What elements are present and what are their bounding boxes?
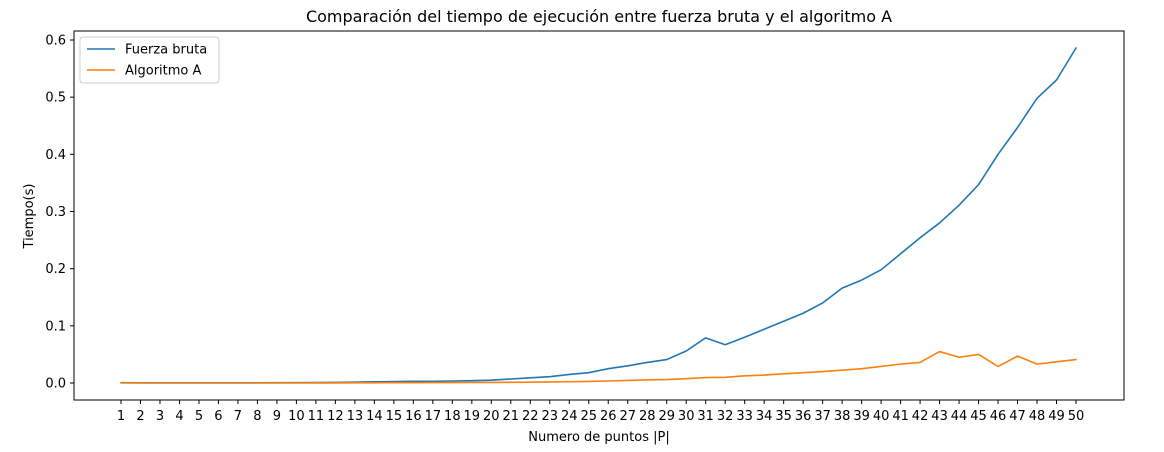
x-tick-label: 11 bbox=[308, 409, 325, 424]
x-tick-label: 27 bbox=[619, 409, 636, 424]
y-tick-label: 0.6 bbox=[45, 34, 66, 49]
chart-title: Comparación del tiempo de ejecución entr… bbox=[306, 7, 892, 26]
x-tick-label: 46 bbox=[990, 409, 1007, 424]
legend-entry: Fuerza bruta bbox=[125, 43, 207, 58]
y-tick-label: 0.1 bbox=[45, 319, 66, 334]
x-tick-label: 47 bbox=[1009, 409, 1026, 424]
y-tick-label: 0.3 bbox=[45, 205, 66, 220]
x-tick-label: 40 bbox=[873, 409, 890, 424]
legend: Fuerza bruta Algoritmo A bbox=[79, 36, 220, 84]
y-axis-label: Tiempo(s) bbox=[22, 184, 37, 250]
x-tick-label: 20 bbox=[483, 409, 500, 424]
x-tick-label: 48 bbox=[1029, 409, 1046, 424]
y-tick-label: 0.0 bbox=[45, 377, 66, 392]
x-tick-label: 19 bbox=[464, 409, 481, 424]
x-tick-label: 17 bbox=[425, 409, 442, 424]
x-tick-label: 38 bbox=[834, 409, 851, 424]
x-tick-label: 37 bbox=[814, 409, 831, 424]
x-tick-label: 33 bbox=[736, 409, 753, 424]
x-tick-label: 8 bbox=[253, 409, 261, 424]
x-tick-label: 21 bbox=[503, 409, 520, 424]
x-tick-label: 39 bbox=[853, 409, 870, 424]
x-tick-label: 36 bbox=[795, 409, 812, 424]
x-tick-label: 30 bbox=[678, 409, 695, 424]
x-tick-label: 15 bbox=[386, 409, 403, 424]
x-tick-label: 31 bbox=[697, 409, 714, 424]
x-tick-label: 44 bbox=[951, 409, 968, 424]
plot-area: 1 2 3 4 5 6 7 8 9 10 11 12 13 14 15 16 17 18 19 20 21 22 23 24 2… bbox=[45, 30, 1125, 424]
x-tick-label: 22 bbox=[522, 409, 539, 424]
y-tick-label: 0.5 bbox=[45, 91, 66, 106]
x-tick-label: 24 bbox=[561, 409, 578, 424]
x-tick-label: 34 bbox=[756, 409, 773, 424]
x-tick-label: 13 bbox=[347, 409, 364, 424]
y-tick-label: 0.2 bbox=[45, 262, 66, 277]
x-tick-label: 16 bbox=[405, 409, 422, 424]
x-tick-label: 49 bbox=[1048, 409, 1065, 424]
x-tick-label: 25 bbox=[580, 409, 597, 424]
legend-entry: Algoritmo A bbox=[125, 64, 202, 79]
plot-frame bbox=[73, 30, 1125, 401]
x-tick-label: 28 bbox=[639, 409, 656, 424]
x-tick-label: 23 bbox=[542, 409, 559, 424]
x-tick-label: 29 bbox=[658, 409, 675, 424]
x-tick-label: 9 bbox=[273, 409, 281, 424]
x-tick-label: 12 bbox=[327, 409, 344, 424]
x-tick-label: 6 bbox=[214, 409, 222, 424]
x-tick-label: 4 bbox=[175, 409, 183, 424]
series-line-2 bbox=[120, 350, 1077, 384]
x-tick-label: 32 bbox=[717, 409, 734, 424]
x-tick-label: 35 bbox=[775, 409, 792, 424]
x-tick-label: 18 bbox=[444, 409, 461, 424]
x-tick-label: 50 bbox=[1068, 409, 1085, 424]
x-tick-label: 42 bbox=[912, 409, 929, 424]
x-tick-label: 41 bbox=[892, 409, 909, 424]
x-tick-label: 1 bbox=[117, 409, 125, 424]
x-tick-label: 45 bbox=[970, 409, 987, 424]
x-tick-label: 14 bbox=[366, 409, 383, 424]
x-tick-label: 3 bbox=[156, 409, 164, 424]
x-axis-label: Numero de puntos |P| bbox=[528, 430, 669, 445]
x-tick-label: 26 bbox=[600, 409, 617, 424]
x-tick-label: 2 bbox=[136, 409, 144, 424]
x-tick-label: 5 bbox=[195, 409, 203, 424]
x-tick-label: 43 bbox=[931, 409, 948, 424]
x-tick-label: 7 bbox=[234, 409, 242, 424]
x-tick-label: 10 bbox=[288, 409, 305, 424]
y-tick-label: 0.4 bbox=[45, 148, 66, 163]
